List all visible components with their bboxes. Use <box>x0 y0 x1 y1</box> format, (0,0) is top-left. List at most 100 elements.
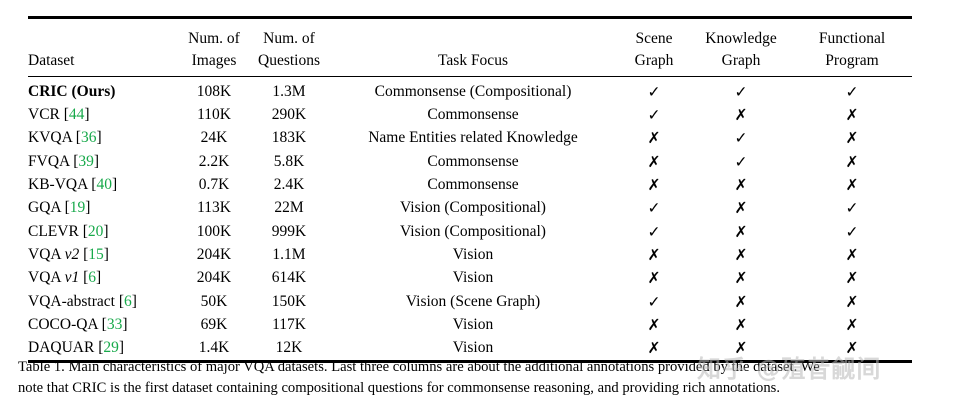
citation-link[interactable]: 33 <box>106 316 123 334</box>
bracket-close: ] <box>118 339 125 357</box>
knowledge-graph-flag: ✗ <box>734 316 748 335</box>
num-questions-cell: 1.1M <box>272 246 306 264</box>
dataset-version: v2 <box>64 246 80 264</box>
scene-graph-flag: ✗ <box>647 176 661 195</box>
header-line-2: Images <box>191 52 237 70</box>
column-header-focus: Task Focus <box>328 19 618 76</box>
scene-graph-flag: ✓ <box>647 292 661 311</box>
knowledge-graph-flag: ✗ <box>734 269 748 288</box>
num-images-cell: 24K <box>200 129 228 147</box>
functional-program-flag: ✗ <box>845 246 859 265</box>
citation-link[interactable]: 29 <box>103 339 119 357</box>
knowledge-graph-flag: ✗ <box>734 222 748 241</box>
knowledge-graph-flag: ✗ <box>734 106 748 125</box>
header-line-1: Dataset <box>28 52 75 70</box>
bracket-close: ] <box>85 199 91 217</box>
dataset-name: CLEVR <box>28 222 79 240</box>
header-line-2: Graph <box>634 52 674 70</box>
num-questions-cell: 5.8K <box>273 152 305 170</box>
caption-line-2: note that CRIC is the first dataset cont… <box>18 380 780 396</box>
scene-graph-flag: ✗ <box>647 269 661 288</box>
citation-link[interactable]: 19 <box>69 199 86 217</box>
scene-graph-flag: ✓ <box>647 82 661 101</box>
caption-line-1: Table 1. Main characteristics of major V… <box>18 359 820 375</box>
dataset-name-cell: DAQUAR [29] <box>28 336 178 361</box>
functional-program-flag: ✓ <box>845 199 859 218</box>
scene-graph-flag: ✗ <box>647 152 661 171</box>
dataset-name-cell: VQA v2 [15] <box>28 243 178 266</box>
citation-link[interactable]: 36 <box>80 129 97 147</box>
table-row: GQA [19] 113K 22M Vision (Compositional) ✓ ✗ ✓ <box>28 196 912 219</box>
knowledge-graph-flag: ✗ <box>734 292 748 311</box>
bracket-close: ] <box>93 152 100 170</box>
scene-graph-flag: ✓ <box>647 199 661 218</box>
bracket-open: [ <box>83 246 89 264</box>
dataset-name-cell: COCO-QA [33] <box>28 313 178 336</box>
bracket-close: ] <box>131 292 137 310</box>
scene-graph-flag: ✓ <box>647 106 661 125</box>
citation-link[interactable]: 40 <box>96 176 112 194</box>
dataset-name-cell: VQA v1 [6] <box>28 266 178 289</box>
citation-link[interactable]: 6 <box>124 292 132 310</box>
num-images-cell: 1.4K <box>198 339 230 357</box>
table-body: Dataset Num. of Images Num. of Questions Task… <box>28 16 912 364</box>
table-row: VQA v2 [15] 204K 1.1M Vision ✗ ✗ ✗ <box>28 243 912 266</box>
num-questions-cell: 22M <box>274 199 304 217</box>
num-images-cell: 50K <box>200 292 228 310</box>
bracket-open: [ <box>64 199 70 217</box>
table-row: VQA-abstract [6] 50K 150K Vision (Scene Gra… <box>28 290 912 313</box>
citation-link[interactable]: 44 <box>68 106 85 124</box>
knowledge-graph-flag: ✗ <box>734 246 748 265</box>
task-focus-cell: Commonsense <box>427 106 519 124</box>
dataset-version: v1 <box>64 269 80 287</box>
header-line-2: Program <box>825 52 879 70</box>
bracket-close: ] <box>111 176 118 194</box>
table-row: CRIC (Ours) 108K 1.3M Commonsense (Composit… <box>28 80 912 103</box>
task-focus-cell: Commonsense (Compositional) <box>374 82 572 100</box>
header-line-2: Graph <box>721 52 761 70</box>
num-images-cell: 204K <box>196 269 232 287</box>
header-line-1: Num. of <box>263 30 315 47</box>
num-images-cell: 113K <box>197 199 231 217</box>
num-questions-cell: 2.4K <box>273 176 305 194</box>
bracket-open: [ <box>83 269 89 287</box>
bracket-open: [ <box>82 222 88 240</box>
citation-link[interactable]: 39 <box>78 152 94 170</box>
bracket-close: ] <box>122 316 128 334</box>
knowledge-graph-flag: ✗ <box>734 199 748 218</box>
table-row: CLEVR [20] 100K 999K Vision (Compositional)… <box>28 220 912 243</box>
table-bottom-rule <box>28 360 912 364</box>
num-questions-cell: 183K <box>271 129 307 147</box>
num-images-cell: 204K <box>196 246 232 264</box>
dataset-name: KVQA <box>28 129 72 147</box>
citation-link[interactable]: 15 <box>88 246 104 264</box>
functional-program-flag: ✗ <box>845 106 859 125</box>
vqa-datasets-table: Dataset Num. of Images Num. of Questions Task… <box>28 16 912 364</box>
bracket-close: ] <box>84 106 90 124</box>
column-header-dataset: Dataset <box>28 19 178 76</box>
header-line-1: Functional <box>818 30 886 47</box>
column-header-questions: Num. of Questions <box>250 19 328 76</box>
dataset-name-cell: FVQA [39] <box>28 150 178 173</box>
scene-graph-flag: ✗ <box>647 129 661 148</box>
task-focus-cell: Name Entities related Knowledge <box>368 129 578 147</box>
num-images-cell: 69K <box>200 316 228 334</box>
citation-link[interactable]: 6 <box>88 269 97 287</box>
knowledge-graph-flag: ✗ <box>734 176 748 195</box>
dataset-name: VQA <box>28 246 61 264</box>
knowledge-graph-flag: ✗ <box>734 339 748 358</box>
functional-program-flag: ✗ <box>845 152 859 171</box>
functional-program-flag: ✗ <box>845 316 859 335</box>
num-questions-cell: 614K <box>271 269 307 287</box>
table-row: DAQUAR [29] 1.4K 12K Vision ✗ ✗ ✗ <box>28 336 912 361</box>
citation-link[interactable]: 20 <box>87 222 104 240</box>
bracket-open: [ <box>101 316 107 334</box>
task-focus-cell: Vision (Compositional) <box>400 222 546 240</box>
task-focus-cell: Vision <box>452 246 494 264</box>
bracket-open: [ <box>75 129 81 147</box>
dataset-name-cell: CLEVR [20] <box>28 220 178 243</box>
table-header-row: Dataset Num. of Images Num. of Questions Task… <box>28 19 912 76</box>
task-focus-cell: Vision <box>452 316 494 334</box>
dataset-name-cell: KVQA [36] <box>28 126 178 149</box>
num-images-cell: 2.2K <box>198 152 230 170</box>
